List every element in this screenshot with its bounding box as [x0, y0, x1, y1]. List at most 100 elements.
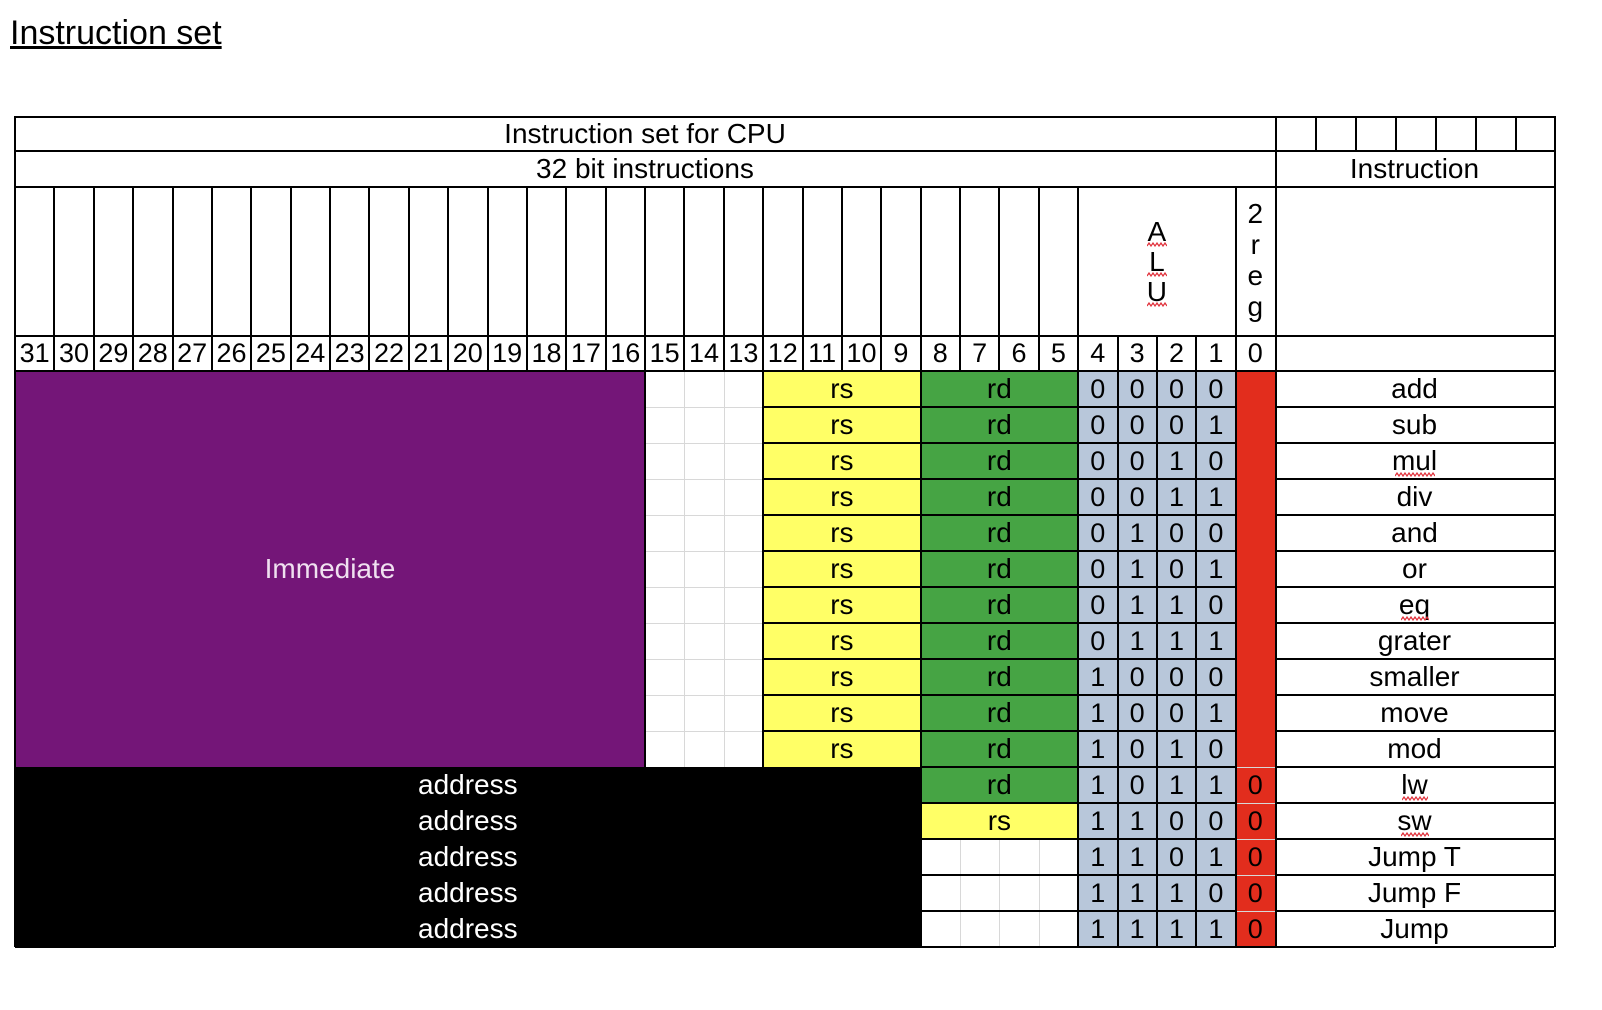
bit-number: 17 [570, 338, 601, 368]
grid-line [919, 186, 922, 336]
alu-bit: 0 [1196, 515, 1236, 551]
bit-number: 9 [893, 338, 909, 368]
grid-line [329, 186, 331, 336]
grid-line [15, 116, 1554, 118]
instruction-name: mod [1387, 733, 1442, 764]
alu-bit: 0 [1156, 515, 1197, 551]
rs-field: rs [763, 695, 921, 731]
instruction-name: Jump [1380, 913, 1449, 944]
grid-line [1435, 116, 1437, 150]
reg-header-letter: 2 [1247, 198, 1264, 229]
bit-number: 26 [216, 338, 247, 368]
rd-field: rd [920, 407, 1079, 443]
instruction-name: div [1396, 481, 1433, 512]
grid-line [920, 910, 1079, 912]
rs-field: rs [763, 443, 921, 479]
alu-bit: 1 [1078, 911, 1118, 947]
grid-line [1275, 802, 1554, 804]
bit-number: 5 [1050, 338, 1066, 368]
alu-bit: 0 [1156, 371, 1197, 407]
bit-number: 23 [334, 338, 365, 368]
grid-line [1077, 335, 1080, 371]
grid-line [999, 839, 1001, 875]
grid-line [722, 186, 725, 336]
grid-line [880, 335, 883, 371]
grid-line [960, 875, 961, 911]
alu-bit: 0 [1078, 623, 1118, 659]
bit-number: 13 [728, 338, 759, 368]
rd-field: rd [920, 767, 1079, 803]
grid-line [132, 335, 135, 371]
grid-line [210, 335, 213, 371]
instruction-name: Jump T [1368, 841, 1461, 872]
alu-bit: 1 [1196, 623, 1236, 659]
grid-line [645, 515, 764, 516]
grid-line [15, 150, 1554, 152]
grid-line [1235, 803, 1275, 804]
alu-header-letter: A [1147, 216, 1167, 247]
bit-number: 28 [137, 338, 168, 368]
bit-number: 29 [98, 338, 129, 368]
rs-field: rs [763, 515, 921, 551]
grid-line [1515, 116, 1517, 150]
instruction-name: add [1391, 373, 1438, 404]
grid-line [920, 874, 1079, 876]
instruction-name: sw [1397, 805, 1432, 836]
alu-bit: 1 [1117, 839, 1157, 875]
grid-line [959, 335, 961, 371]
reg-header-letter: e [1247, 260, 1264, 291]
grid-line [644, 371, 646, 767]
grid-line [525, 335, 528, 371]
alu-bit: 1 [1156, 479, 1197, 515]
bit-number: 19 [492, 338, 523, 368]
alu-bit: 0 [1117, 443, 1157, 479]
bit-number: 7 [972, 338, 988, 368]
grid-line [53, 186, 56, 336]
instruction-header: Instruction [1349, 153, 1480, 184]
grid-line [645, 587, 764, 588]
grid-line [645, 731, 764, 732]
reg-bit [1235, 695, 1275, 731]
bit-number: 21 [413, 338, 444, 368]
address-field: address [15, 803, 921, 839]
grid-line [53, 335, 56, 371]
instruction-name: smaller [1369, 661, 1460, 692]
grid-line [645, 479, 764, 480]
bit-number: 24 [295, 338, 326, 368]
grid-line [1038, 911, 1040, 947]
alu-bit: 0 [1078, 587, 1118, 623]
rd-field: rd [920, 587, 1079, 623]
alu-bit: 0 [1078, 515, 1118, 551]
grid-line [1275, 910, 1554, 912]
grid-line [447, 335, 450, 371]
alu-bit: 0 [1156, 803, 1197, 839]
instruction-name: sub [1391, 409, 1438, 440]
alu-bit: 0 [1156, 659, 1197, 695]
rs-field: rs [763, 479, 921, 515]
grid-line [1275, 874, 1554, 876]
instruction-name: mul [1391, 445, 1438, 476]
alu-bit: 1 [1078, 659, 1118, 695]
alu-bit: 1 [1078, 731, 1118, 767]
grid-line [525, 186, 528, 336]
grid-line [1234, 371, 1237, 947]
spellcheck-underline [1400, 832, 1429, 837]
grid-line [1275, 766, 1554, 768]
bit-number: 30 [59, 338, 90, 368]
grid-line [684, 479, 686, 515]
grid-line [1116, 335, 1119, 947]
grid-line [920, 766, 1079, 768]
alu-bit: 0 [1117, 479, 1157, 515]
instruction-name: move [1380, 697, 1449, 728]
alu-bit: 1 [1117, 623, 1157, 659]
alu-bit: 1 [1196, 551, 1236, 587]
reg-bit [1235, 659, 1275, 695]
grid-line [407, 186, 410, 336]
rs-field: rs [763, 587, 921, 623]
rd-field: rd [920, 479, 1079, 515]
address-field: address [15, 839, 921, 875]
grid-line [684, 623, 686, 659]
alu-bit: 1 [1196, 479, 1236, 515]
alu-bit: 1 [1196, 911, 1236, 947]
address-field: address [15, 911, 921, 947]
